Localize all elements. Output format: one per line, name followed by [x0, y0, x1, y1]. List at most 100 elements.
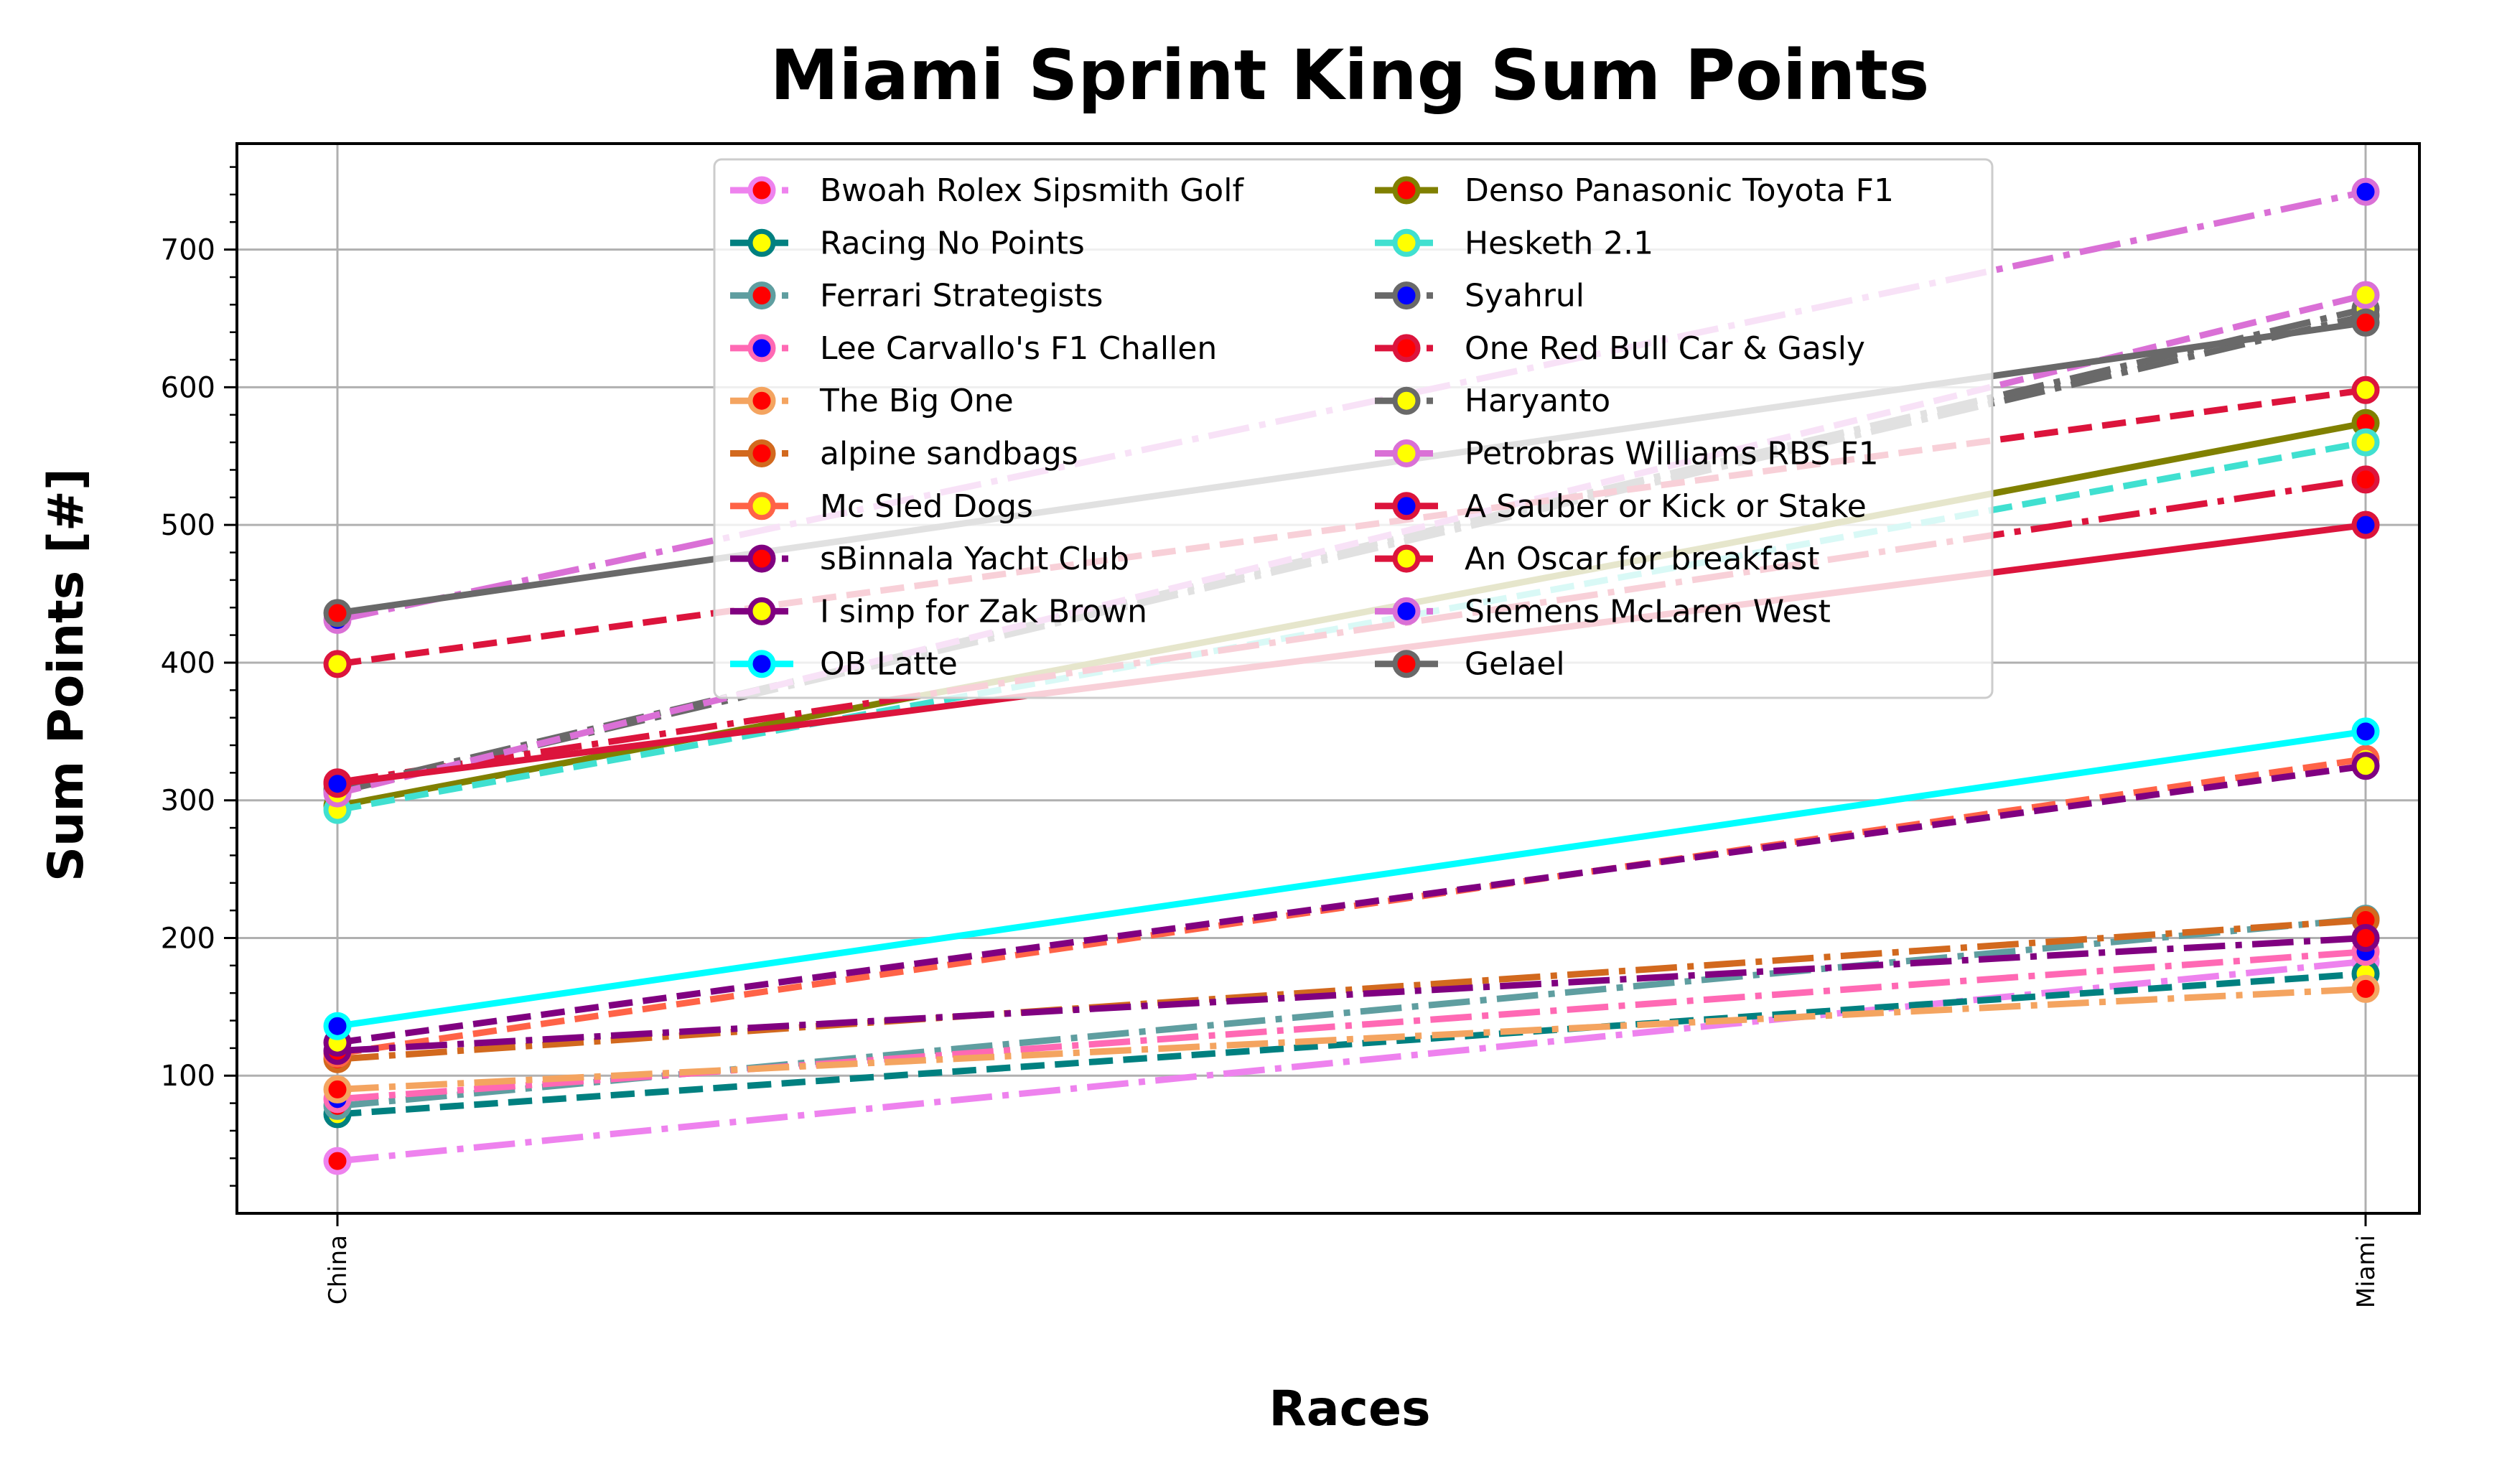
legend-label: Petrobras Williams RBS F1 — [1465, 436, 1879, 472]
data-point — [2351, 923, 2380, 952]
legend-label: One Red Bull Car & Gasly — [1465, 330, 1865, 367]
y-tick-label: 300 — [161, 785, 215, 818]
series-line — [337, 985, 2366, 1093]
data-point — [323, 650, 352, 678]
data-point — [323, 599, 352, 627]
y-tick-label: 600 — [161, 371, 215, 404]
y-tick-label: 700 — [161, 234, 215, 267]
legend-label: Gelael — [1465, 646, 1565, 683]
legend-marker — [747, 650, 776, 678]
legend-marker — [747, 228, 776, 257]
y-tick-label: 200 — [161, 922, 215, 955]
legend-marker — [1392, 439, 1421, 467]
data-point — [2351, 465, 2380, 494]
legend-label: alpine sandbags — [820, 436, 1078, 472]
series-17 — [323, 375, 2380, 678]
data-point — [2351, 281, 2380, 309]
legend-item: Gelael — [1375, 646, 1565, 683]
legend-item: Siemens McLaren West — [1375, 593, 1831, 630]
x-tick-label: Miami — [2352, 1235, 2381, 1308]
legend-marker — [747, 492, 776, 521]
legend-marker — [1392, 492, 1421, 521]
legend-marker — [1392, 334, 1421, 363]
legend-marker — [1392, 597, 1421, 625]
legend-marker — [747, 386, 776, 415]
legend-item: Mc Sled Dogs — [730, 488, 1033, 525]
legend-item: Haryanto — [1375, 383, 1610, 419]
legend-marker — [747, 334, 776, 363]
legend-label: Racing No Points — [820, 225, 1085, 261]
data-point — [2351, 752, 2380, 780]
legend-item: alpine sandbags — [730, 436, 1078, 472]
data-point — [323, 770, 352, 798]
data-point — [2351, 308, 2380, 337]
data-point — [2351, 510, 2380, 539]
legend-label: An Oscar for breakfast — [1465, 541, 1819, 577]
legend-item: One Red Bull Car & Gasly — [1375, 330, 1865, 367]
legend-marker — [747, 176, 776, 205]
legend-item: Ferrari Strategists — [730, 278, 1103, 314]
series-9 — [323, 717, 2380, 1040]
legend-marker — [747, 544, 776, 573]
legend-marker — [1392, 228, 1421, 257]
legend-item: Racing No Points — [730, 225, 1085, 261]
legend-item: I simp for Zak Brown — [730, 593, 1147, 630]
legend-label: I simp for Zak Brown — [820, 593, 1147, 630]
legend-label: Haryanto — [1465, 383, 1610, 419]
legend-marker — [1392, 386, 1421, 415]
legend-item: Hesketh 2.1 — [1375, 225, 1653, 261]
data-point — [323, 1075, 352, 1103]
legend-label: A Sauber or Kick or Stake — [1465, 488, 1867, 525]
legend-item: OB Latte — [730, 646, 958, 683]
legend-item: sBinnala Yacht Club — [730, 541, 1129, 577]
legend-marker — [1392, 281, 1421, 310]
legend-box — [713, 158, 1994, 699]
legend-label: Ferrari Strategists — [820, 278, 1103, 314]
legend-label: Mc Sled Dogs — [820, 488, 1033, 525]
legend-marker — [1392, 544, 1421, 573]
legend-label: Bwoah Rolex Sipsmith Golf — [820, 172, 1244, 209]
legend-marker — [747, 439, 776, 467]
legend-label: sBinnala Yacht Club — [820, 541, 1129, 577]
legend: Bwoah Rolex Sipsmith Golf Racing No Point… — [713, 158, 1994, 699]
series-line — [337, 934, 2366, 1055]
legend-item: Lee Carvallo's F1 Challen — [730, 330, 1217, 367]
legend-item: The Big One — [730, 383, 1014, 419]
y-tick-label: 100 — [161, 1060, 215, 1093]
legend-item: Bwoah Rolex Sipsmith Golf — [730, 172, 1244, 209]
legend-item: An Oscar for breakfast — [1375, 541, 1819, 577]
plot-frame — [235, 142, 2421, 1215]
series-line — [337, 970, 2366, 1118]
series-line — [337, 915, 2366, 1109]
data-point — [323, 1147, 352, 1175]
legend-item: Syahrul — [1375, 278, 1584, 314]
x-tick-label: China — [324, 1235, 353, 1305]
legend-item: A Sauber or Kick or Stake — [1375, 488, 1867, 525]
data-point — [2351, 428, 2380, 457]
data-point — [323, 1012, 352, 1040]
legend-label: Denso Panasonic Toyota F1 — [1465, 172, 1894, 209]
legend-label: The Big One — [819, 383, 1014, 419]
y-axis-label: Sum Points [#] — [38, 468, 95, 882]
legend-marker — [747, 281, 776, 310]
legend-label: Syahrul — [1465, 278, 1584, 314]
data-point — [2351, 375, 2380, 404]
series-line — [337, 728, 2366, 1030]
legend-label: Siemens McLaren West — [1465, 593, 1831, 630]
data-point — [2351, 974, 2380, 1003]
legend-label: OB Latte — [820, 646, 958, 683]
data-point — [2351, 717, 2380, 746]
legend-marker — [747, 597, 776, 625]
series-line — [337, 948, 2366, 1103]
x-axis-label: Races — [1269, 1381, 1430, 1437]
legend-marker — [1392, 176, 1421, 205]
series-4 — [323, 974, 2380, 1103]
legend-label: Hesketh 2.1 — [1465, 225, 1653, 261]
legend-item: Denso Panasonic Toyota F1 — [1375, 172, 1894, 209]
y-tick-label: 500 — [161, 509, 215, 542]
legend-marker — [1392, 650, 1421, 678]
axes: 100 200 300 400 500 600 700 China Miami — [161, 166, 2381, 1308]
series-line — [337, 917, 2366, 1063]
